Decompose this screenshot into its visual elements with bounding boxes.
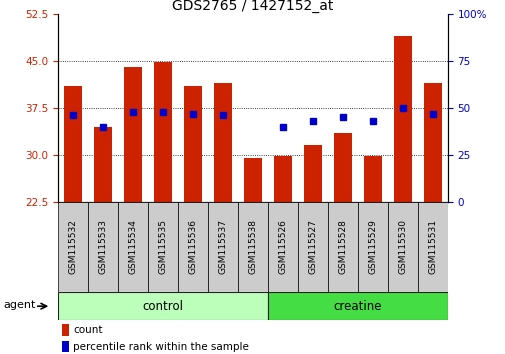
Bar bbox=[237, 202, 268, 292]
Bar bbox=[94, 127, 112, 202]
Bar bbox=[118, 202, 148, 292]
Text: GSM115535: GSM115535 bbox=[158, 219, 167, 274]
Text: creatine: creatine bbox=[333, 300, 381, 313]
Bar bbox=[363, 156, 381, 202]
Bar bbox=[208, 202, 237, 292]
Text: count: count bbox=[73, 325, 103, 335]
Bar bbox=[387, 202, 417, 292]
Bar bbox=[393, 36, 411, 202]
Bar bbox=[304, 145, 321, 202]
Text: GSM115534: GSM115534 bbox=[128, 219, 137, 274]
Text: control: control bbox=[142, 300, 183, 313]
Bar bbox=[62, 324, 69, 336]
Bar bbox=[148, 202, 178, 292]
Bar bbox=[297, 202, 327, 292]
Bar bbox=[273, 156, 291, 202]
Title: GDS2765 / 1427152_at: GDS2765 / 1427152_at bbox=[172, 0, 333, 13]
Text: GSM115531: GSM115531 bbox=[427, 219, 436, 274]
Bar bbox=[58, 202, 88, 292]
Text: GSM115529: GSM115529 bbox=[368, 219, 377, 274]
Text: GSM115527: GSM115527 bbox=[308, 219, 317, 274]
Text: GSM115526: GSM115526 bbox=[278, 219, 287, 274]
Bar bbox=[327, 202, 357, 292]
Bar bbox=[268, 292, 447, 320]
Text: agent: agent bbox=[3, 300, 35, 310]
Text: GSM115530: GSM115530 bbox=[397, 219, 407, 274]
Bar bbox=[243, 158, 262, 202]
Bar bbox=[62, 341, 69, 352]
Bar bbox=[214, 83, 232, 202]
Bar bbox=[357, 202, 387, 292]
Bar bbox=[88, 202, 118, 292]
Bar bbox=[423, 83, 441, 202]
Bar bbox=[178, 202, 208, 292]
Text: GSM115536: GSM115536 bbox=[188, 219, 197, 274]
Text: GSM115528: GSM115528 bbox=[338, 219, 347, 274]
Text: GSM115538: GSM115538 bbox=[248, 219, 257, 274]
Text: GSM115533: GSM115533 bbox=[98, 219, 108, 274]
Bar bbox=[154, 62, 172, 202]
Bar bbox=[333, 133, 351, 202]
Bar bbox=[268, 202, 297, 292]
Text: GSM115532: GSM115532 bbox=[69, 219, 78, 274]
Bar bbox=[124, 67, 142, 202]
Text: percentile rank within the sample: percentile rank within the sample bbox=[73, 342, 248, 352]
Text: GSM115537: GSM115537 bbox=[218, 219, 227, 274]
Bar bbox=[417, 202, 447, 292]
Bar bbox=[58, 292, 268, 320]
Bar bbox=[64, 86, 82, 202]
Bar bbox=[184, 86, 201, 202]
